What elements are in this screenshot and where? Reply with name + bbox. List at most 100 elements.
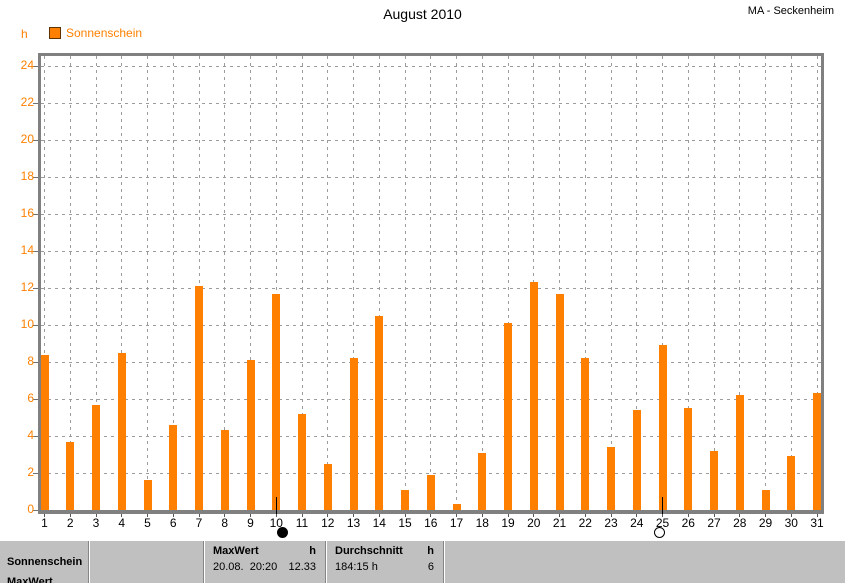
bar-day-3 bbox=[92, 404, 100, 510]
y-axis-label: 22 bbox=[20, 95, 34, 109]
x-axis-tick bbox=[250, 514, 251, 517]
grid-line-vertical bbox=[172, 56, 174, 510]
bar-day-17 bbox=[452, 504, 461, 510]
grid-line-vertical bbox=[713, 56, 715, 510]
bar-day-15 bbox=[401, 489, 409, 510]
x-axis-label: 17 bbox=[449, 516, 464, 530]
y-axis-label: 12 bbox=[20, 280, 34, 294]
grid-line-vertical bbox=[147, 56, 148, 510]
x-axis-tick bbox=[430, 514, 432, 517]
x-axis-label: 12 bbox=[321, 516, 335, 530]
bar-day-12 bbox=[323, 463, 332, 510]
legend-series-label: Sonnenschein bbox=[66, 26, 143, 40]
panel-divider bbox=[443, 541, 445, 583]
y-axis-label: 4 bbox=[27, 428, 34, 442]
stats-empty-cell-2 bbox=[445, 541, 845, 583]
x-axis-tick bbox=[172, 514, 174, 517]
grid-line-vertical bbox=[636, 56, 638, 510]
bar-day-14 bbox=[375, 315, 384, 510]
bar-day-18 bbox=[478, 452, 487, 510]
y-axis-label: 16 bbox=[20, 206, 34, 220]
stats-panel: Sonnenschein MaxWert MaxWert h 20.08. 20… bbox=[0, 540, 845, 583]
grid-line-vertical bbox=[739, 56, 741, 510]
x-axis-label: 2 bbox=[66, 516, 74, 530]
bar-day-6 bbox=[169, 424, 178, 510]
maxwert-title: MaxWert bbox=[213, 545, 259, 557]
y-axis-label: 10 bbox=[20, 317, 34, 331]
x-axis-label: 19 bbox=[501, 516, 515, 530]
bar-day-1 bbox=[41, 354, 49, 510]
y-axis-label: 18 bbox=[20, 169, 34, 183]
durchschnitt-title: Durchschnitt bbox=[335, 545, 403, 557]
stats-empty-cell-1 bbox=[90, 541, 203, 583]
x-axis-label: 8 bbox=[221, 516, 229, 530]
full-moon-icon bbox=[653, 527, 665, 538]
x-axis-tick bbox=[559, 514, 560, 517]
grid-line-vertical bbox=[224, 56, 226, 510]
maxwert-datetime: 20.08. 20:20 bbox=[213, 561, 278, 573]
x-axis-tick bbox=[456, 514, 457, 517]
x-axis-label: 5 bbox=[144, 516, 151, 530]
bar-day-19 bbox=[504, 323, 512, 510]
y-axis-label: 24 bbox=[20, 58, 34, 72]
x-axis-tick bbox=[224, 514, 226, 517]
x-axis-tick bbox=[533, 514, 535, 517]
grid-line-vertical bbox=[198, 56, 200, 510]
grid-line-vertical bbox=[95, 56, 97, 510]
y-axis-tick bbox=[33, 102, 38, 104]
new-moon-icon bbox=[277, 527, 289, 538]
stats-series-cell: Sonnenschein MaxWert bbox=[0, 541, 88, 583]
y-axis-tick bbox=[33, 176, 38, 178]
x-axis-label: 15 bbox=[398, 516, 412, 530]
grid-line-vertical bbox=[765, 56, 766, 510]
grid-line-vertical bbox=[816, 56, 818, 510]
bar-day-10 bbox=[272, 293, 281, 510]
grid-line-vertical bbox=[559, 56, 560, 510]
y-axis-tick bbox=[33, 472, 38, 474]
grid-line-vertical bbox=[404, 56, 406, 510]
x-axis-label: 3 bbox=[92, 516, 100, 530]
y-axis-label: 0 bbox=[27, 502, 34, 516]
grid-line-vertical bbox=[584, 56, 586, 510]
y-axis-tick bbox=[33, 398, 38, 400]
full-moon-icon-marker-line bbox=[662, 497, 663, 514]
grid-line-vertical bbox=[275, 56, 277, 510]
bar-day-24 bbox=[632, 410, 641, 510]
bar-day-2 bbox=[66, 441, 75, 510]
bar-day-27 bbox=[710, 450, 718, 510]
x-axis-tick bbox=[739, 514, 741, 517]
x-axis-tick bbox=[95, 514, 97, 517]
stats-durchschnitt-cell: Durchschnitt h 184:15 h 6 bbox=[327, 541, 443, 583]
y-axis-tick bbox=[33, 435, 38, 437]
x-axis-tick bbox=[301, 514, 303, 517]
grid-line-vertical bbox=[44, 56, 45, 510]
x-axis-label: 31 bbox=[810, 516, 824, 530]
x-axis-label: 9 bbox=[247, 516, 254, 530]
panel-divider bbox=[325, 541, 327, 583]
bar-day-9 bbox=[246, 360, 255, 510]
chart-title: August 2010 bbox=[383, 6, 462, 22]
maxwert-value: 12.33 bbox=[288, 561, 316, 573]
bar-day-30 bbox=[787, 456, 796, 510]
x-axis-tick bbox=[198, 514, 200, 517]
bar-day-4 bbox=[117, 352, 126, 510]
x-axis-label: 22 bbox=[578, 516, 592, 530]
x-axis-label: 23 bbox=[604, 516, 618, 530]
bar-day-23 bbox=[607, 447, 615, 510]
stats-series-label: Sonnenschein bbox=[7, 556, 83, 568]
grid-line-vertical bbox=[69, 56, 71, 510]
grid-line-vertical bbox=[378, 56, 380, 510]
x-axis-label: 27 bbox=[707, 516, 721, 530]
x-axis-tick bbox=[765, 514, 766, 517]
y-axis-label: 2 bbox=[27, 465, 34, 479]
panel-divider bbox=[88, 541, 90, 583]
x-axis-tick bbox=[790, 514, 792, 517]
x-axis-label: 28 bbox=[733, 516, 747, 530]
x-axis-tick bbox=[327, 514, 329, 517]
legend-swatch-icon bbox=[49, 27, 61, 39]
y-axis-tick bbox=[33, 324, 38, 326]
x-axis-tick bbox=[481, 514, 483, 517]
bar-day-21 bbox=[555, 293, 564, 510]
durchschnitt-unit: h bbox=[427, 545, 434, 557]
grid-line-vertical bbox=[121, 56, 123, 510]
